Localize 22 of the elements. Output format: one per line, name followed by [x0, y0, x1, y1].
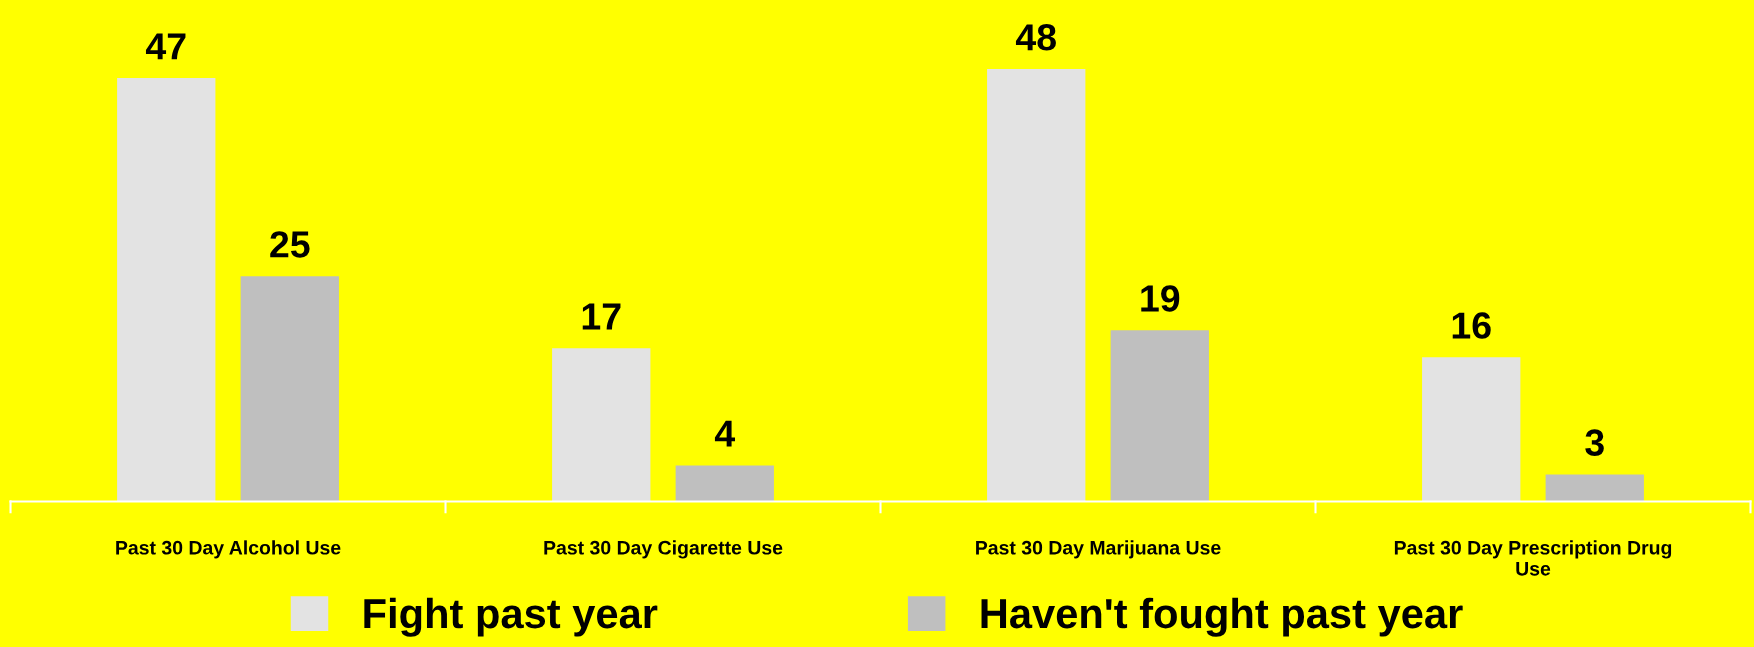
- bar: [1422, 357, 1521, 502]
- bar: [675, 465, 774, 502]
- x-tick-label: Past 30 Day Alcohol Use: [116, 540, 341, 559]
- bar: [117, 78, 216, 502]
- data-label: 48: [1015, 24, 1056, 51]
- bar: [552, 348, 651, 502]
- legend-label: Fight past year: [364, 597, 658, 637]
- data-label: 19: [1141, 285, 1180, 312]
- data-label: 4: [714, 420, 736, 447]
- data-label: 47: [145, 33, 186, 60]
- x-tick-label: Past 30 Day Cigarette Use: [544, 540, 783, 559]
- legend-label: Haven't fought past year: [981, 597, 1463, 637]
- bar: [1545, 474, 1644, 502]
- x-tick-label: Past 30 Day Marijuana Use: [976, 540, 1221, 559]
- bar: [1110, 330, 1209, 502]
- data-label: 3: [1585, 429, 1604, 456]
- bar: [987, 69, 1086, 502]
- data-label: 16: [1452, 312, 1491, 339]
- data-label: 25: [270, 231, 310, 258]
- data-label: 17: [582, 303, 621, 330]
- x-tick-label: Past 30 Day Prescription Drug Use: [1394, 540, 1672, 576]
- bar: [240, 276, 339, 502]
